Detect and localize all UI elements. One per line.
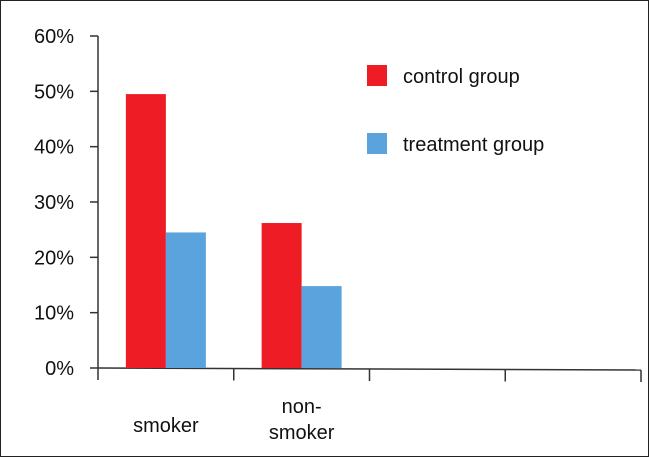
bar-control-group-1 (261, 223, 302, 368)
y-tick-label: 40% (34, 137, 74, 159)
legend-label: treatment group (403, 134, 544, 156)
y-tick-label: 20% (34, 247, 74, 269)
y-tick-label: 0% (45, 358, 74, 380)
x-category-label: smoker (133, 415, 199, 437)
bar-control-group-0 (125, 94, 166, 368)
y-tick-label: 30% (34, 192, 74, 214)
y-tick-label: 10% (34, 303, 74, 325)
axis-labels: 0% 10% 20% 30% 40% 50% 60% smoker non-smoker (34, 26, 335, 444)
bars (125, 94, 342, 368)
y-tick-label: 60% (34, 26, 74, 48)
bar-treatment-group-1 (301, 286, 342, 368)
y-tick-label: 50% (34, 81, 74, 103)
x-category-label: non-smoker (269, 396, 335, 444)
bar-treatment-group-0 (165, 232, 206, 368)
legend: control group treatment group (367, 65, 544, 156)
legend-swatch (367, 133, 387, 154)
axes (90, 35, 642, 382)
legend-swatch (367, 65, 387, 86)
legend-label: control group (403, 66, 520, 88)
